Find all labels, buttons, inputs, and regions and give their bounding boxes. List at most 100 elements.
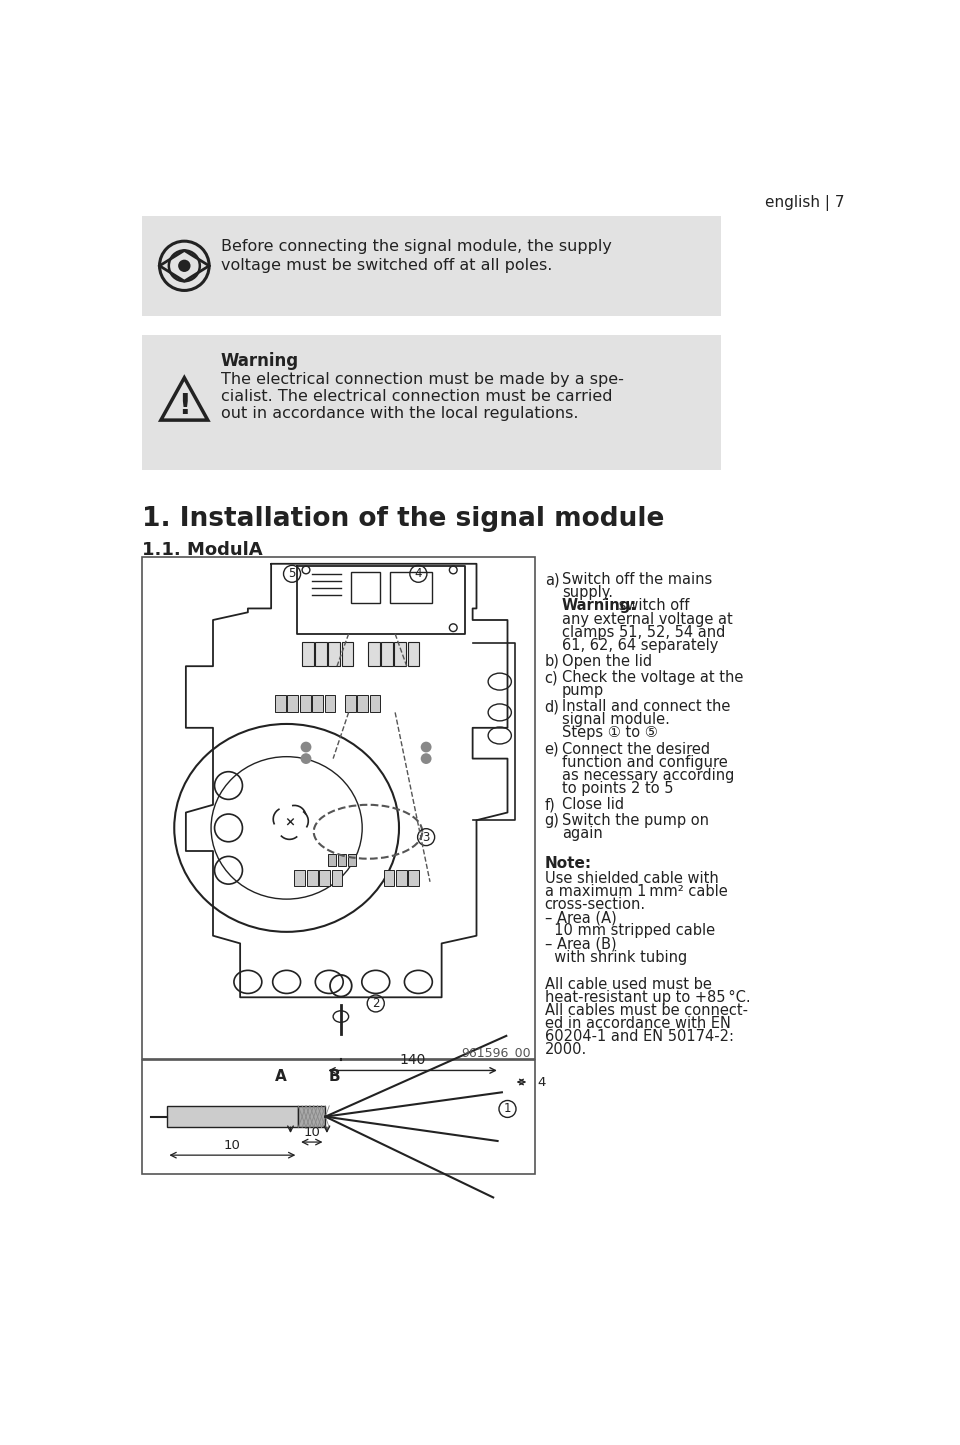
Circle shape (300, 741, 311, 753)
Text: Before connecting the signal module, the supply: Before connecting the signal module, the… (221, 238, 612, 254)
Bar (370, 695, 380, 712)
Text: g): g) (544, 814, 560, 828)
Text: voltage must be switched off at all poles.: voltage must be switched off at all pole… (221, 259, 552, 273)
Text: 1: 1 (504, 1103, 512, 1116)
Bar (408, 642, 420, 666)
Text: Connect the desired: Connect the desired (562, 741, 709, 757)
Circle shape (179, 260, 190, 272)
Bar (408, 870, 420, 886)
Text: b): b) (544, 655, 560, 669)
Text: 10 mm stripped cable: 10 mm stripped cable (544, 923, 715, 938)
Text: to points 2 to 5: to points 2 to 5 (562, 780, 673, 796)
Text: a): a) (544, 572, 560, 587)
Text: switch off: switch off (613, 598, 689, 614)
Bar (275, 695, 286, 712)
Text: e): e) (544, 741, 560, 757)
Text: Switch off the mains: Switch off the mains (562, 572, 712, 587)
Text: 3: 3 (422, 831, 430, 844)
Text: cross-section.: cross-section. (544, 897, 646, 912)
Bar (312, 695, 324, 712)
Bar (300, 695, 311, 712)
Text: Check the voltage at the: Check the voltage at the (562, 670, 743, 685)
Text: 1.1. ModulA: 1.1. ModulA (142, 542, 262, 559)
Bar (351, 572, 380, 603)
Text: 4: 4 (537, 1075, 545, 1088)
Text: 60204-1 and EN 50174-2:: 60204-1 and EN 50174-2: (544, 1029, 733, 1043)
Bar (142, 215, 721, 316)
Bar (381, 642, 393, 666)
Bar (287, 695, 299, 712)
Bar (295, 870, 305, 886)
Circle shape (300, 753, 311, 764)
Bar (328, 642, 340, 666)
Bar (345, 695, 355, 712)
Text: as necessary according: as necessary according (562, 767, 734, 783)
Circle shape (420, 741, 432, 753)
Text: 140: 140 (399, 1052, 425, 1066)
Text: Warning:: Warning: (562, 598, 636, 614)
Text: A: A (276, 1068, 287, 1084)
Text: 2000.: 2000. (544, 1042, 587, 1056)
Text: !: ! (178, 392, 191, 420)
Text: 5: 5 (288, 568, 296, 581)
Text: 2: 2 (372, 997, 379, 1010)
Text: out in accordance with the local regulations.: out in accordance with the local regulat… (221, 406, 578, 420)
Bar (342, 642, 353, 666)
Text: clamps 51, 52, 54 and: clamps 51, 52, 54 and (562, 624, 725, 640)
Bar (327, 854, 336, 867)
Bar (357, 695, 368, 712)
Text: d): d) (544, 699, 560, 714)
Text: Steps ① to ⑤: Steps ① to ⑤ (562, 725, 658, 740)
Text: Close lid: Close lid (562, 798, 624, 812)
Text: c): c) (544, 670, 559, 685)
Text: Open the lid: Open the lid (562, 655, 652, 669)
Bar (383, 870, 395, 886)
Bar (390, 572, 432, 603)
Text: cialist. The electrical connection must be carried: cialist. The electrical connection must … (221, 389, 612, 405)
Text: 1. Installation of the signal module: 1. Installation of the signal module (142, 506, 664, 532)
Text: The electrical connection must be made by a spe-: The electrical connection must be made b… (221, 371, 624, 387)
Text: with shrink tubing: with shrink tubing (544, 949, 687, 965)
Bar (319, 870, 330, 886)
Text: – Area (B): – Area (B) (544, 936, 616, 951)
Text: Warning: Warning (221, 353, 299, 370)
Text: ed in accordance with EN: ed in accordance with EN (544, 1016, 731, 1030)
Text: – Area (A): – Area (A) (544, 910, 616, 925)
Text: again: again (562, 827, 603, 841)
Text: 4: 4 (415, 568, 422, 581)
Text: Switch the pump on: Switch the pump on (562, 814, 708, 828)
Bar (331, 870, 343, 886)
Text: Note:: Note: (544, 855, 591, 871)
Bar (142, 335, 721, 470)
Text: function and configure: function and configure (562, 754, 728, 770)
Bar (302, 642, 314, 666)
Text: All cables must be connect-: All cables must be connect- (544, 1003, 748, 1017)
Text: B: B (329, 1068, 341, 1084)
Text: f): f) (544, 798, 556, 812)
Text: heat-resistant up to +85 °C.: heat-resistant up to +85 °C. (544, 990, 751, 1004)
Bar (348, 854, 356, 867)
Bar (299, 1105, 325, 1127)
Text: 61, 62, 64 separately: 61, 62, 64 separately (562, 637, 718, 653)
Text: supply.: supply. (562, 585, 612, 600)
Text: english | 7: english | 7 (765, 195, 845, 211)
Bar (395, 642, 406, 666)
Text: 10: 10 (224, 1139, 241, 1152)
Text: 10: 10 (303, 1126, 321, 1139)
Text: All cable used must be: All cable used must be (544, 977, 711, 991)
Bar (166, 1105, 299, 1127)
Bar (315, 642, 327, 666)
Bar (396, 870, 407, 886)
Bar (368, 642, 379, 666)
Bar (324, 695, 335, 712)
Bar (142, 1061, 535, 1175)
Text: Use shielded cable with: Use shielded cable with (544, 871, 718, 886)
Text: Install and connect the: Install and connect the (562, 699, 731, 714)
Circle shape (420, 753, 432, 764)
Text: any external voltage at: any external voltage at (562, 611, 732, 627)
Text: a maximum 1 mm² cable: a maximum 1 mm² cable (544, 884, 728, 899)
Bar (307, 870, 318, 886)
Text: 961596_00: 961596_00 (461, 1046, 531, 1059)
Text: signal module.: signal module. (562, 712, 670, 727)
Bar (338, 854, 347, 867)
